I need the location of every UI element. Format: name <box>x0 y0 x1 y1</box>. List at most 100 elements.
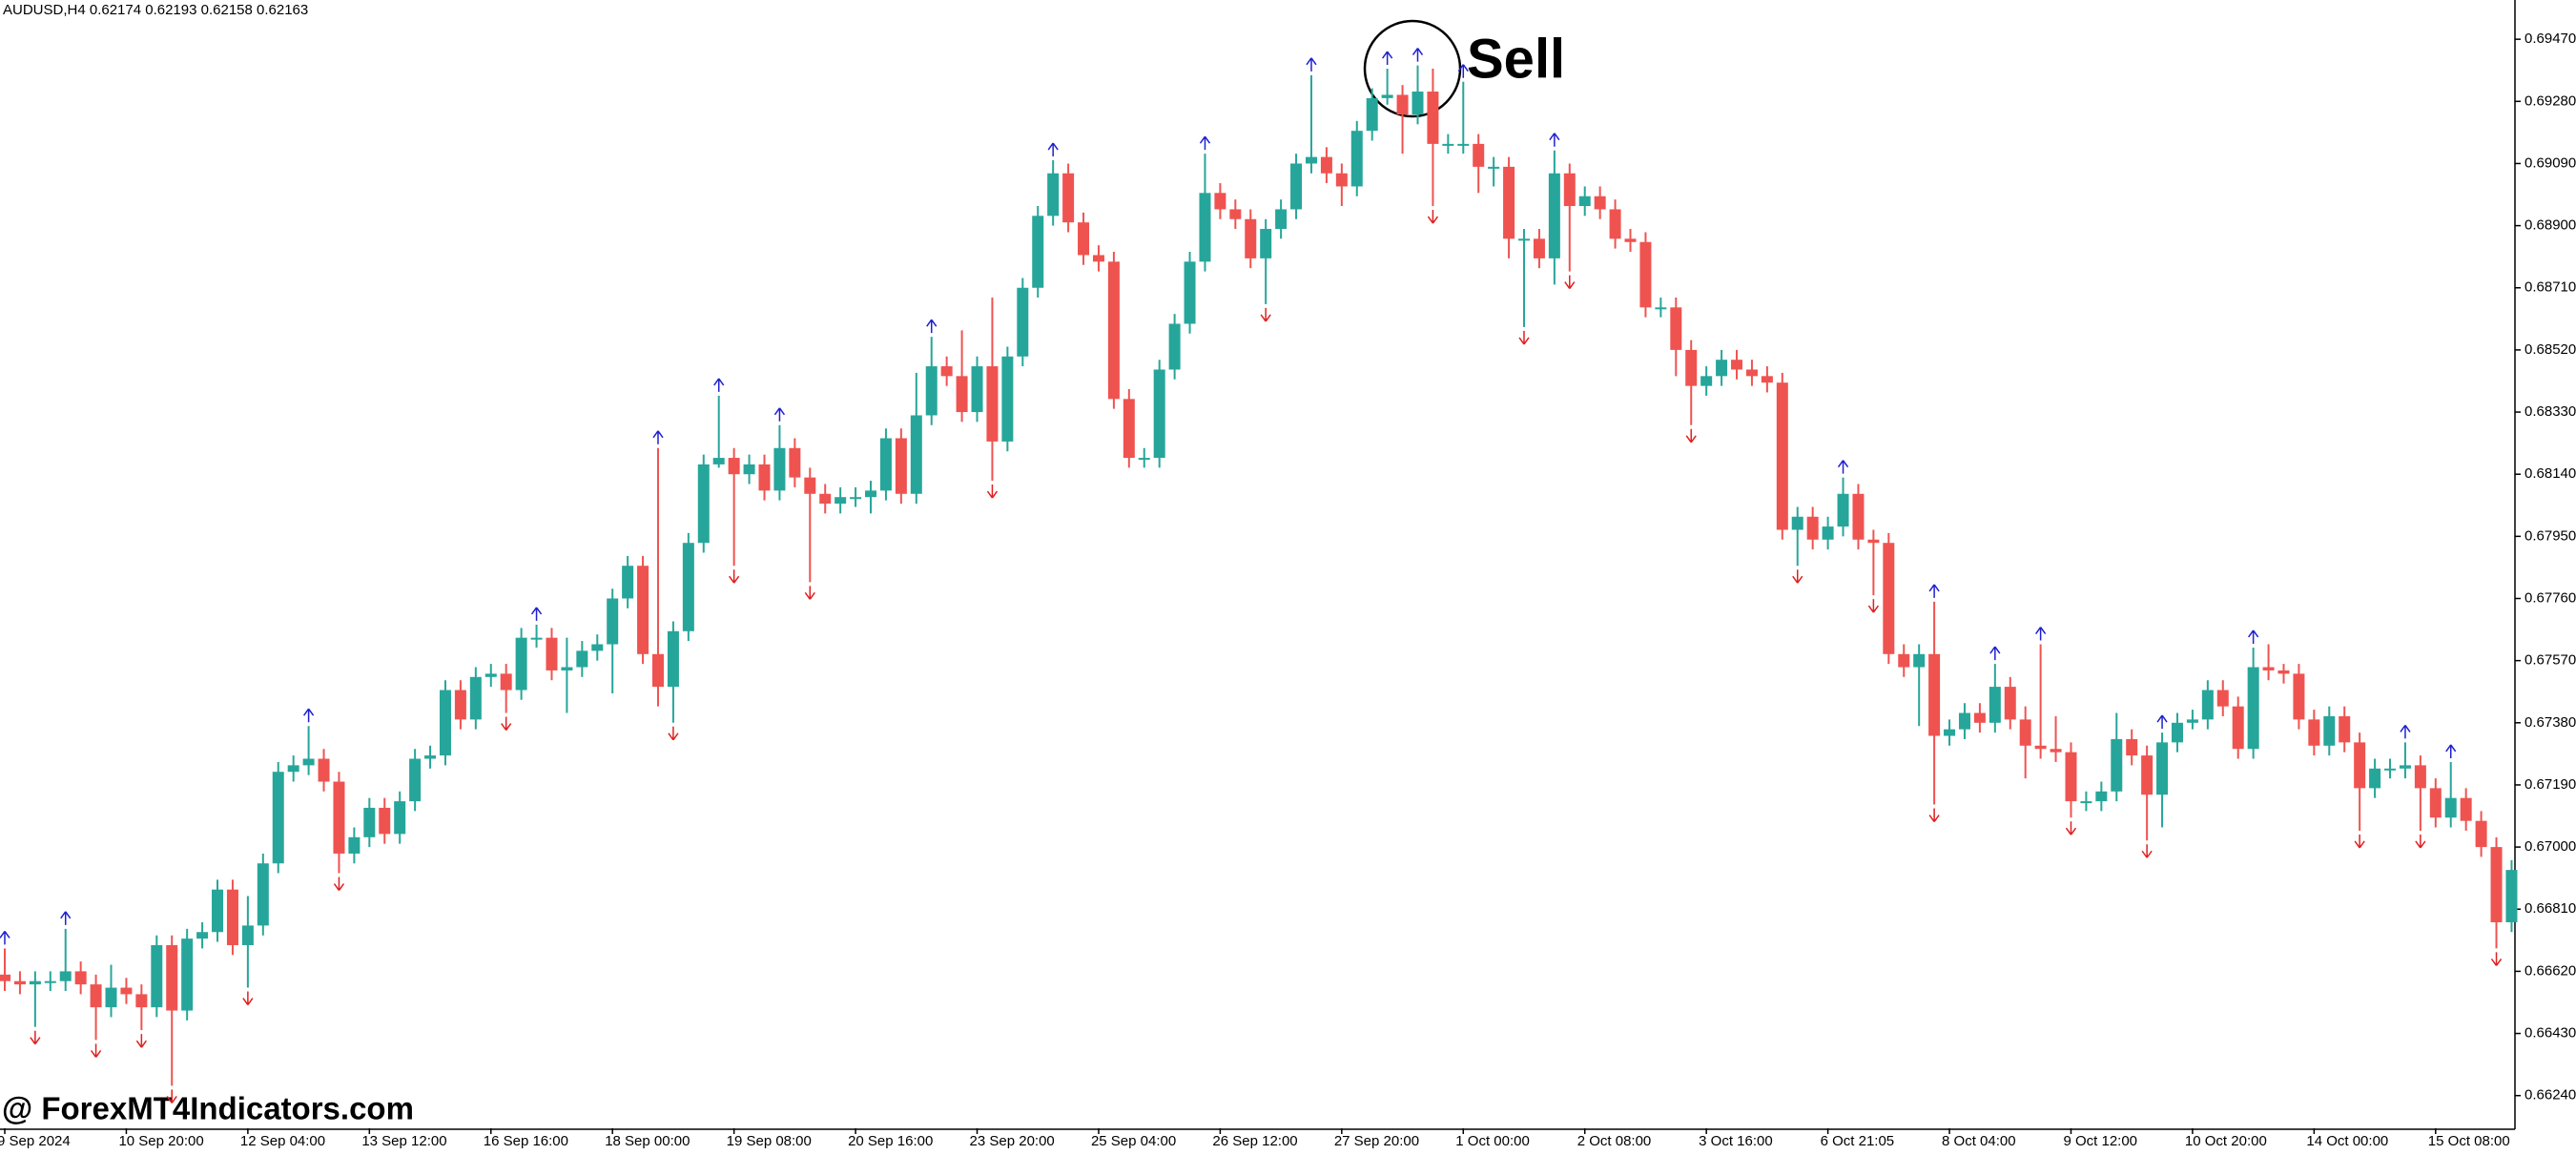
candle-body <box>469 676 482 720</box>
candle-body <box>1078 222 1090 256</box>
fractal-down-arrow <box>1564 275 1576 290</box>
candle-body <box>1670 307 1682 350</box>
x-tick-label: 2 Oct 08:00 <box>1577 1133 1652 1149</box>
candle-body <box>591 644 604 651</box>
candle-body <box>13 980 26 985</box>
candle-body <box>1822 526 1834 540</box>
candle-body <box>439 690 451 756</box>
fractal-down-arrow <box>2354 834 2365 849</box>
fractal-up-arrow <box>1457 64 1469 78</box>
candle-body <box>758 464 771 491</box>
candle-body <box>1427 92 1439 144</box>
candle-body <box>348 836 361 854</box>
candle-body <box>940 366 953 377</box>
candle-body <box>1092 255 1104 262</box>
y-tick-label: 0.68900 <box>2524 217 2576 234</box>
candle-body <box>1381 94 1393 98</box>
candle-body <box>1563 173 1576 207</box>
candle-body <box>2141 755 2154 795</box>
candle-body <box>1214 193 1226 210</box>
candle-body <box>1260 229 1272 258</box>
candle-body <box>2111 738 2123 792</box>
candle-body <box>1791 516 1803 530</box>
fractal-up-arrow <box>773 407 786 422</box>
candle-body <box>1138 458 1150 461</box>
candle-body <box>712 458 725 464</box>
candle-body <box>743 464 755 475</box>
candle-body <box>1168 323 1181 370</box>
candle-body <box>2490 847 2503 922</box>
candle-body <box>1017 287 1029 357</box>
x-tick-label: 6 Oct 21:05 <box>1821 1133 1895 1149</box>
x-tick-label: 19 Sep 08:00 <box>727 1133 812 1149</box>
x-tick-label: 25 Sep 04:00 <box>1091 1133 1176 1149</box>
candle-body <box>1305 156 1317 164</box>
candle-body <box>166 944 178 1011</box>
y-tick-label: 0.66430 <box>2524 1025 2576 1042</box>
candle-body <box>1503 166 1515 239</box>
candle-body <box>44 980 56 983</box>
fractal-down-arrow <box>1928 808 1940 822</box>
candle-body <box>484 673 497 677</box>
candle-body <box>925 366 938 416</box>
candle-body <box>59 971 72 981</box>
candle-body <box>2216 690 2229 707</box>
candle-body <box>850 497 862 500</box>
fractal-down-arrow <box>30 1030 41 1045</box>
candle-body <box>1973 712 1986 723</box>
candle-body <box>1898 653 1910 668</box>
candle-body <box>576 650 588 668</box>
candle-body <box>789 447 801 478</box>
candle-body <box>971 366 983 413</box>
fractal-up-arrow <box>0 930 10 945</box>
candle-body <box>1518 238 1530 241</box>
fractal-down-arrow <box>1685 428 1697 443</box>
x-tick-label: 10 Oct 20:00 <box>2185 1133 2267 1149</box>
fractal-down-arrow <box>501 716 512 731</box>
candle-body <box>1806 516 1819 540</box>
candle-body <box>1548 173 1560 258</box>
candle-body <box>363 807 376 837</box>
candle-body <box>1944 729 1956 736</box>
candle-body <box>1594 196 1606 210</box>
candle-body <box>333 781 345 854</box>
fractal-down-arrow <box>729 569 740 584</box>
candle-body <box>1001 356 1014 442</box>
candle-body <box>530 637 543 640</box>
candle-body <box>1883 543 1895 654</box>
y-tick-label: 0.67190 <box>2524 776 2576 793</box>
y-tick-label: 0.69280 <box>2524 93 2576 109</box>
fractal-up-arrow <box>530 607 543 621</box>
fractal-down-arrow <box>1518 330 1530 345</box>
candle-body <box>2475 820 2487 848</box>
fractal-up-arrow <box>1047 142 1059 157</box>
candle-body <box>910 415 922 494</box>
candle-body <box>2126 738 2138 756</box>
candle-body <box>1837 493 1849 527</box>
x-tick-label: 18 Sep 00:00 <box>605 1133 690 1149</box>
candle-body <box>105 987 117 1008</box>
candle-body <box>2429 788 2442 818</box>
candle-body <box>424 755 437 759</box>
x-tick-label: 23 Sep 20:00 <box>970 1133 1055 1149</box>
fractal-down-arrow <box>242 991 254 1005</box>
candle-body <box>226 889 238 945</box>
candle-body <box>272 772 284 864</box>
candle-body <box>637 566 649 654</box>
candle-body <box>1184 261 1196 324</box>
candle-body <box>835 497 847 505</box>
candle-body <box>2369 768 2381 789</box>
fractal-down-arrow <box>2490 952 2503 966</box>
candle-body <box>2247 667 2259 750</box>
candle-body <box>1153 369 1165 459</box>
x-tick-label: 15 Oct 08:00 <box>2428 1133 2510 1149</box>
x-tick-label: 9 Sep 2024 <box>0 1133 71 1149</box>
fractal-down-arrow <box>1867 599 1880 613</box>
fractal-up-arrow <box>1199 135 1211 151</box>
fractal-up-arrow <box>926 319 938 334</box>
candle-body <box>1578 196 1591 207</box>
fractal-up-arrow <box>2035 627 2047 641</box>
y-tick-label: 0.68140 <box>2524 465 2576 482</box>
fractal-down-arrow <box>2065 821 2077 835</box>
